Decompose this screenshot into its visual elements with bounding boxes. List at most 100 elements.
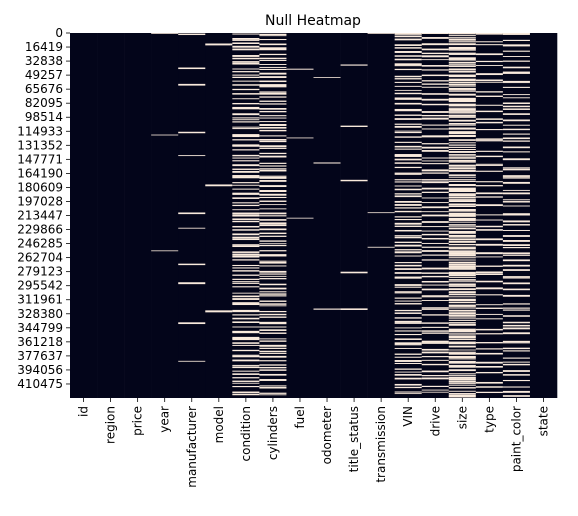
null-stripe	[232, 42, 260, 45]
null-stripe	[448, 124, 477, 126]
null-stripe	[475, 53, 504, 56]
null-stripe	[502, 192, 531, 195]
null-stripe	[259, 48, 287, 51]
null-stripe	[448, 59, 477, 61]
null-stripe	[232, 39, 260, 41]
null-stripe	[259, 86, 287, 88]
y-tick-label: 164190	[17, 166, 63, 180]
null-stripe	[394, 286, 423, 288]
null-stripe	[394, 386, 423, 389]
null-stripe	[502, 167, 531, 169]
null-stripe	[394, 391, 423, 393]
null-stripe	[502, 282, 531, 285]
null-stripe	[448, 104, 477, 107]
null-stripe	[448, 265, 477, 268]
null-stripe	[502, 50, 531, 52]
null-stripe	[394, 141, 423, 143]
null-stripe	[502, 168, 531, 171]
null-stripe	[475, 271, 504, 274]
null-stripe	[259, 193, 287, 196]
null-stripe	[502, 315, 531, 317]
null-stripe	[502, 277, 531, 279]
null-stripe	[475, 91, 504, 93]
null-stripe	[448, 364, 477, 366]
null-stripe	[232, 225, 260, 228]
heatmap-cell-bg	[475, 33, 504, 398]
null-stripe	[421, 237, 450, 240]
null-stripe	[502, 350, 531, 352]
null-stripe	[394, 51, 423, 53]
null-stripe	[232, 354, 260, 356]
heatmap-column-condition	[232, 33, 260, 398]
null-stripe	[259, 326, 287, 328]
null-stripe	[421, 385, 450, 388]
null-stripe	[448, 154, 477, 156]
null-stripe	[394, 277, 423, 279]
null-stripe	[259, 152, 287, 155]
null-stripe	[394, 362, 423, 365]
null-stripe	[448, 259, 477, 261]
null-stripe	[502, 80, 531, 83]
null-stripe	[259, 212, 287, 215]
null-stripe	[151, 250, 179, 252]
null-stripe	[394, 244, 423, 247]
null-stripe	[448, 71, 477, 73]
null-stripe	[502, 244, 531, 246]
null-stripe	[259, 250, 287, 252]
null-stripe	[475, 44, 504, 46]
null-stripe	[232, 62, 260, 65]
null-stripe	[448, 200, 477, 203]
null-stripe	[232, 274, 260, 276]
null-stripe	[448, 53, 477, 55]
null-stripe	[502, 295, 531, 297]
null-stripe	[475, 361, 504, 364]
null-stripe	[475, 33, 504, 35]
null-stripe	[232, 37, 260, 40]
null-stripe	[448, 324, 477, 326]
null-stripe	[502, 56, 531, 57]
null-stripe	[448, 241, 477, 243]
null-stripe	[448, 97, 477, 100]
y-tick-label: 377637	[17, 349, 63, 363]
null-stripe	[448, 139, 477, 141]
null-stripe	[502, 189, 531, 191]
null-stripe	[232, 355, 260, 358]
null-stripe	[259, 364, 287, 366]
null-stripe	[502, 175, 531, 177]
y-tick-label: 213447	[17, 209, 63, 223]
null-stripe	[259, 360, 287, 362]
null-stripe	[232, 264, 260, 267]
null-stripe	[259, 347, 287, 349]
null-stripe	[448, 184, 477, 187]
null-stripe	[448, 328, 477, 331]
null-stripe	[502, 347, 531, 350]
null-stripe	[475, 313, 504, 315]
null-stripe	[259, 338, 287, 340]
null-stripe	[421, 206, 450, 209]
null-stripe	[475, 256, 504, 258]
null-stripe	[475, 287, 504, 290]
null-stripe	[232, 188, 260, 190]
null-stripe	[448, 301, 477, 304]
null-stripe	[502, 254, 531, 256]
null-stripe	[232, 245, 260, 248]
null-stripe	[448, 284, 477, 286]
null-stripe	[394, 225, 423, 227]
null-stripe	[502, 390, 531, 393]
null-stripe	[259, 43, 287, 46]
null-stripe	[421, 181, 450, 184]
null-stripe	[502, 133, 531, 135]
null-stripe	[421, 111, 450, 113]
null-stripe	[259, 321, 287, 324]
null-stripe	[448, 312, 477, 315]
null-stripe	[232, 135, 260, 138]
null-stripe	[448, 198, 477, 200]
null-stripe	[394, 264, 423, 267]
null-stripe	[448, 362, 477, 364]
null-stripe	[232, 229, 260, 231]
y-tick-label: 311961	[17, 293, 63, 307]
null-stripe	[421, 33, 450, 34]
null-stripe	[232, 168, 260, 170]
null-stripe	[232, 295, 260, 298]
null-stripe	[448, 107, 477, 109]
